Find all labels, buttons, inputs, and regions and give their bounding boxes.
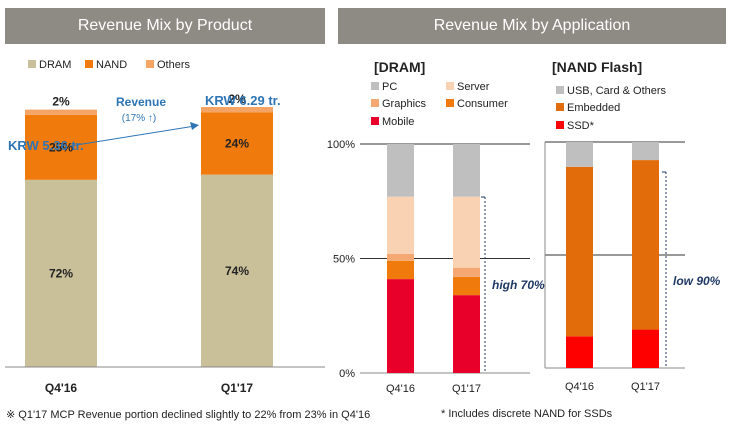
legend-swatch-others [146,60,154,68]
title-dram: [DRAM] [374,59,425,75]
bar-dram-graphics-q1-17 [453,267,480,277]
bar-dram-pc-q4-16 [387,144,414,197]
ytick-0: 0% [339,368,355,380]
legend-label-mobile: Mobile [382,116,414,128]
bar-dram-q4-16 [25,179,97,367]
bar-dram-mobile-q1-17 [453,295,480,373]
title-nand-flash: [NAND Flash] [552,59,642,75]
bar-dram-q1-17 [201,174,273,367]
xlabel-q4-16: Q4'16 [45,381,78,395]
growth-arrow-head [190,122,199,130]
legend-swatch-nand [85,60,93,68]
total-q4-16: KRW 5.36 tr. [8,138,84,153]
header-revenue-mix-by-application: Revenue Mix by Application [338,8,726,44]
annotation-low-90: low 90% [673,274,721,288]
legend-label-ssd: SSD* [567,120,595,132]
xlabel-nand-q1-17: Q1'17 [631,381,660,393]
annotation-revenue: Revenue [116,95,166,109]
header-revenue-mix-by-product: Revenue Mix by Product [5,8,325,44]
legend-swatch-ssd [556,121,564,129]
bar-dram-graphics-q4-16 [387,253,414,261]
xlabel-q1-17: Q1'17 [221,381,254,395]
ytick-50: 50% [333,254,355,266]
ytick-100: 100% [327,139,355,151]
bar-nand-q1-17 [201,112,273,175]
legend-label-graphics: Graphics [382,98,427,110]
legend-label-consumer: Consumer [457,98,508,110]
legend-swatch-graphics [371,99,379,107]
legend-label-server: Server [457,81,490,93]
bar-dram-pc-q1-17 [453,144,480,197]
legend-swatch-mobile [371,117,379,125]
label-nand-q4-16: 25% [49,140,73,154]
legend-swatch-server [446,82,454,90]
xlabel-dram-q4-16: Q4'16 [386,383,415,395]
legend-swatch-usb-card-others [556,86,564,94]
legend-swatch-dram [28,60,36,68]
label-nand-q1-17: 24% [225,136,249,150]
bar-nand-ssd-q4-16 [566,336,593,368]
bar-others-q4-16 [25,109,97,115]
bar-dram-consumer-q4-16 [387,260,414,280]
total-q1-17: KRW 6.29 tr. [205,93,281,108]
bar-dram-consumer-q1-17 [453,276,480,296]
bar-nand-usb-card-others-q4-16 [566,142,593,167]
annotation-growth: (17% ↑) [122,113,156,124]
bar-dram-server-q1-17 [453,196,480,268]
bar-nand-embedded-q4-16 [566,166,593,337]
label-others-q4-16: 2% [52,95,70,109]
label-dram-q4-16: 72% [49,266,73,280]
legend-swatch-pc [371,82,379,90]
bar-nand-embedded-q1-17 [632,160,659,330]
footnote-mcp: ※ Q1'17 MCP Revenue portion declined sli… [6,409,371,421]
legend-label-nand: NAND [96,59,127,71]
bar-nand-usb-card-others-q1-17 [632,142,659,161]
annotation-high-70: high 70% [492,278,545,292]
bar-dram-server-q4-16 [387,196,414,254]
footnote-ssd: * Includes discrete NAND for SSDs [441,408,613,420]
xlabel-nand-q4-16: Q4'16 [565,381,594,393]
label-others-q1-17: 2% [228,92,246,106]
legend-label-usb-card-others: USB, Card & Others [567,85,667,97]
label-dram-q1-17: 74% [225,264,249,278]
legend-label-pc: PC [382,81,397,93]
legend-label-dram: DRAM [39,59,71,71]
xlabel-dram-q1-17: Q1'17 [452,383,481,395]
bar-others-q1-17 [201,107,273,113]
bar-nand-q4-16 [25,114,97,180]
bar-dram-mobile-q4-16 [387,279,414,373]
legend-label-embedded: Embedded [567,102,620,114]
bar-nand-ssd-q1-17 [632,329,659,368]
legend-swatch-consumer [446,99,454,107]
growth-arrow-line [69,125,196,147]
legend-swatch-embedded [556,103,564,111]
legend-label-others: Others [157,59,191,71]
